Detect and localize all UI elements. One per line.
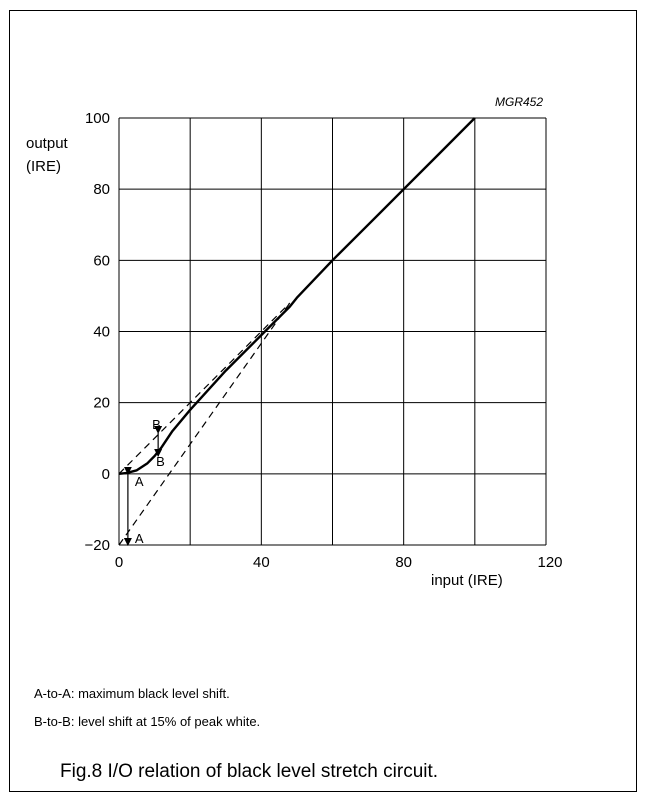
x-tick-label: 0 [115,554,123,571]
y-tick-label: 100 [85,110,110,127]
annotation-B-label-bottom: B [156,454,165,469]
x-tick-label: 80 [395,554,412,571]
y-tick-label: 20 [93,395,110,412]
annotation-B-label-top: B [152,417,161,432]
x-tick-label: 120 [537,554,562,571]
y-axis-label-line1: output [26,135,69,152]
figure-code-label: MGR452 [495,95,543,109]
chart-ticks: 0 40 80 120 100 80 60 40 20 0 −20 [85,110,563,571]
reference-dashed-line-1 [118,302,291,475]
y-axis-label-line2: (IRE) [26,158,61,175]
y-tick-label: 0 [102,466,110,483]
y-tick-label: 60 [93,252,110,269]
figure-caption: Fig.8 I/O relation of black level stretc… [60,761,439,782]
figure-frame [9,10,637,792]
x-axis-label: input (IRE) [431,572,503,589]
annotation-A-label-top: A [135,474,144,489]
transfer-curve-line [118,117,476,475]
chart-series [118,117,476,546]
y-tick-label: −20 [85,537,110,554]
y-tick-label: 80 [93,181,110,198]
note-b-to-b: B-to-B: level shift at 15% of peak white… [34,714,261,729]
y-tick-label: 40 [93,324,110,341]
chart-grid [118,117,547,546]
note-a-to-a: A-to-A: maximum black level shift. [34,686,230,701]
reference-dashed-line-2 [118,302,291,546]
x-tick-label: 40 [253,554,270,571]
annotation-A-label-bottom: A [135,531,144,546]
